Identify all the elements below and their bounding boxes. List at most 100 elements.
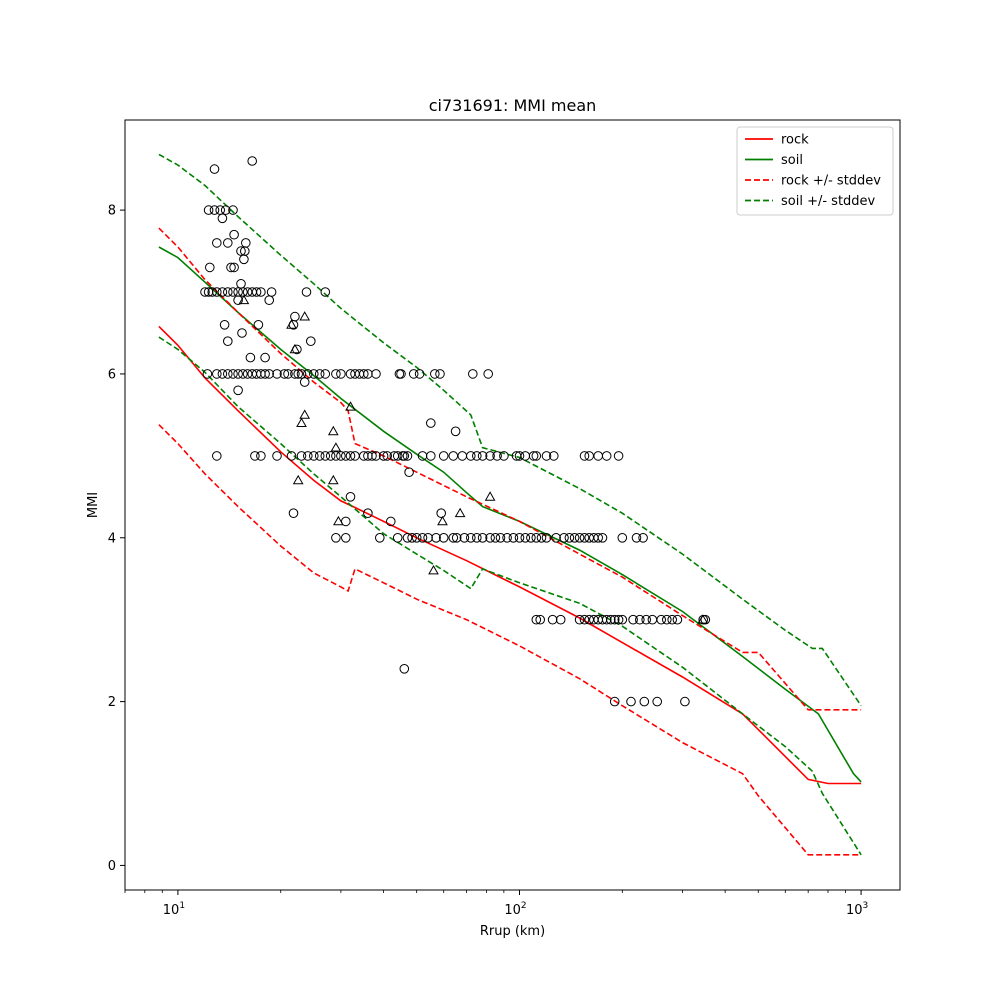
data-point-circle (331, 369, 341, 379)
data-point-circle (606, 614, 616, 625)
data-point-circle (203, 205, 214, 215)
series-line-soil-stddev-5 (158, 336, 862, 856)
y-tick-label: 0 (108, 859, 116, 874)
data-point-circle (652, 696, 663, 707)
data-point-circle (635, 614, 645, 625)
data-point-circle (363, 508, 373, 519)
plot-frame (124, 119, 901, 891)
data-point-circle (555, 614, 566, 625)
data-point-circle (459, 533, 470, 543)
data-point-circle (531, 533, 542, 543)
data-point-circle (272, 451, 282, 461)
data-point-circle (407, 533, 417, 543)
data-point-circle (303, 369, 313, 379)
data-point-circle (609, 614, 620, 625)
data-point-triangle (296, 417, 307, 427)
data-point-circle (541, 451, 552, 461)
data-point-circle (514, 533, 525, 543)
data-point-circle (256, 287, 266, 297)
data-point-triangle (330, 442, 342, 452)
data-point-circle (309, 451, 319, 461)
y-tick-label: 6 (108, 367, 116, 382)
data-point-circle (314, 369, 325, 379)
data-point-circle (209, 164, 220, 174)
data-point-circle (239, 254, 249, 265)
data-point-circle (301, 287, 312, 297)
data-point-circle (680, 696, 690, 707)
data-point-circle (435, 369, 445, 379)
data-point-circle (371, 369, 381, 379)
data-point-circle (466, 451, 476, 461)
data-point-circle (638, 533, 648, 543)
data-point-circle (217, 213, 228, 224)
data-point-circle (382, 451, 393, 461)
data-point-circle (477, 451, 488, 461)
data-point-circle (411, 533, 422, 543)
data-point-triangle (299, 311, 311, 321)
x-tick-exponent: 3 (862, 901, 868, 911)
data-point-circle (286, 451, 297, 461)
data-point-triangle (327, 474, 339, 485)
data-point-circle (451, 533, 462, 543)
data-point-circle (253, 320, 264, 330)
data-point-circle (226, 262, 236, 273)
data-point-circle (639, 696, 650, 707)
data-point-circle (233, 295, 243, 306)
y-tick-label: 8 (108, 204, 116, 219)
data-point-circle (485, 533, 495, 543)
data-point-circle (579, 614, 590, 625)
data-point-circle (472, 451, 482, 461)
legend-label: soil +/- stddev (781, 194, 876, 209)
data-point-triangle (238, 294, 250, 305)
data-point-circle (597, 533, 608, 543)
data-point-circle (209, 205, 220, 215)
data-point-triangle (286, 319, 297, 329)
data-point-circle (212, 287, 222, 297)
data-point-circle (260, 352, 270, 363)
data-point-circle (228, 205, 238, 215)
series-line-soil-1 (158, 246, 862, 783)
data-point-circle (549, 451, 559, 461)
data-point-circle (375, 533, 385, 543)
data-point-circle (320, 287, 331, 297)
data-point-circle (613, 451, 624, 461)
data-point-circle (628, 614, 638, 625)
y-axis-label: MMI (86, 492, 101, 518)
data-point-triangle (454, 507, 466, 518)
series-line-rock-stddev-2 (158, 227, 862, 711)
data-point-circle (236, 246, 246, 256)
data-point-circle (448, 533, 459, 543)
data-point-circle (331, 533, 341, 543)
data-point-circle (399, 664, 410, 674)
data-point-circle (438, 533, 449, 543)
legend-box (736, 126, 894, 216)
data-point-circle (378, 451, 389, 461)
data-point-circle (617, 533, 628, 543)
data-point-circle (217, 369, 228, 379)
data-point-circle (520, 533, 531, 543)
data-point-circle (228, 287, 238, 297)
data-point-circle (502, 533, 512, 543)
data-point-circle (450, 426, 461, 437)
data-point-circle (472, 533, 482, 543)
data-point-circle (531, 451, 542, 461)
data-point-circle (251, 287, 262, 297)
data-point-triangle (484, 491, 496, 501)
data-point-circle (363, 369, 373, 379)
data-point-circle (229, 229, 239, 240)
data-point-circle (477, 533, 488, 543)
series-line-rock-stddev-3 (158, 424, 862, 856)
data-point-circle (202, 369, 213, 379)
data-point-triangle (292, 474, 304, 485)
data-point-circle (601, 614, 612, 625)
data-point-circle (399, 451, 410, 461)
data-point-circle (309, 369, 319, 379)
data-point-circle (320, 451, 331, 461)
data-point-circle (341, 451, 351, 461)
data-point-circle (609, 696, 620, 707)
data-point-triangle (327, 425, 339, 436)
data-point-circle (601, 451, 612, 461)
data-point-circle (531, 614, 542, 625)
data-point-circle (436, 508, 447, 519)
data-point-circle (492, 451, 502, 461)
